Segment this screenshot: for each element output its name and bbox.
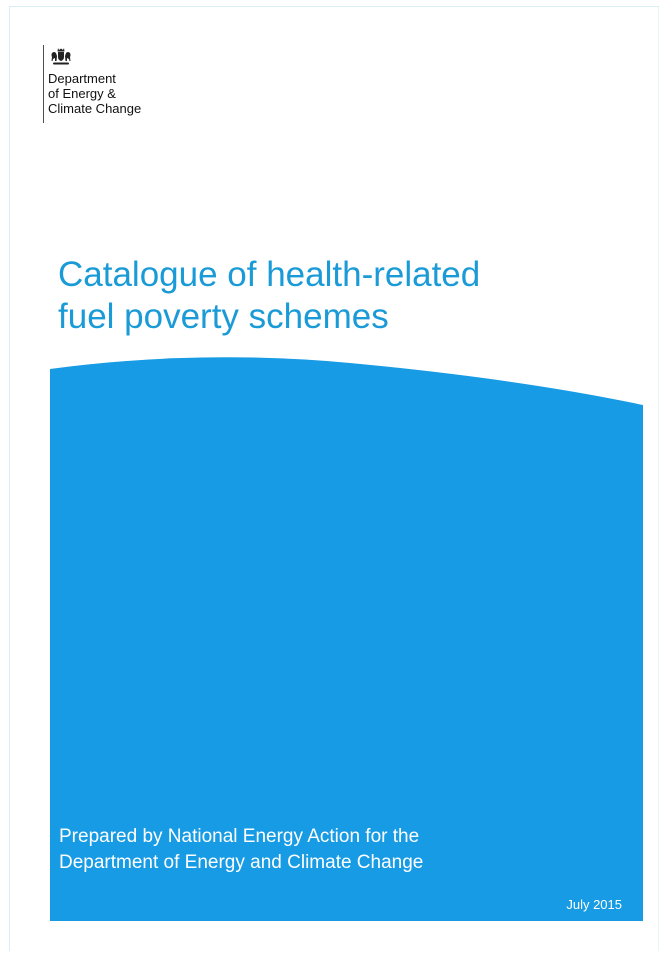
royal-coat-of-arms-icon — [51, 48, 71, 65]
department-name-line-3: Climate Change — [48, 101, 142, 116]
logo-divider — [43, 45, 44, 123]
cover-blue-panel — [50, 355, 643, 921]
department-name: Department of Energy & Climate Change — [48, 71, 141, 116]
document-title-line-1: Catalogue of health-related — [58, 255, 481, 294]
publication-date: July 2015 — [566, 897, 622, 912]
department-name-line-2: of Energy & — [48, 86, 116, 101]
page-border — [9, 6, 659, 951]
prepared-by-text: Prepared by National Energy Action for t… — [59, 824, 423, 876]
blue-panel-shape — [50, 357, 643, 921]
document-title: Catalogue of health-related fuel poverty… — [58, 254, 638, 338]
department-logo: Department of Energy & Climate Change — [43, 45, 183, 125]
department-name-line-1: Department — [48, 71, 116, 86]
prepared-by-line-1: Prepared by National Energy Action for t… — [59, 826, 420, 847]
prepared-by-line-2: Department of Energy and Climate Change — [59, 852, 424, 873]
document-title-line-2: fuel poverty schemes — [58, 297, 389, 336]
